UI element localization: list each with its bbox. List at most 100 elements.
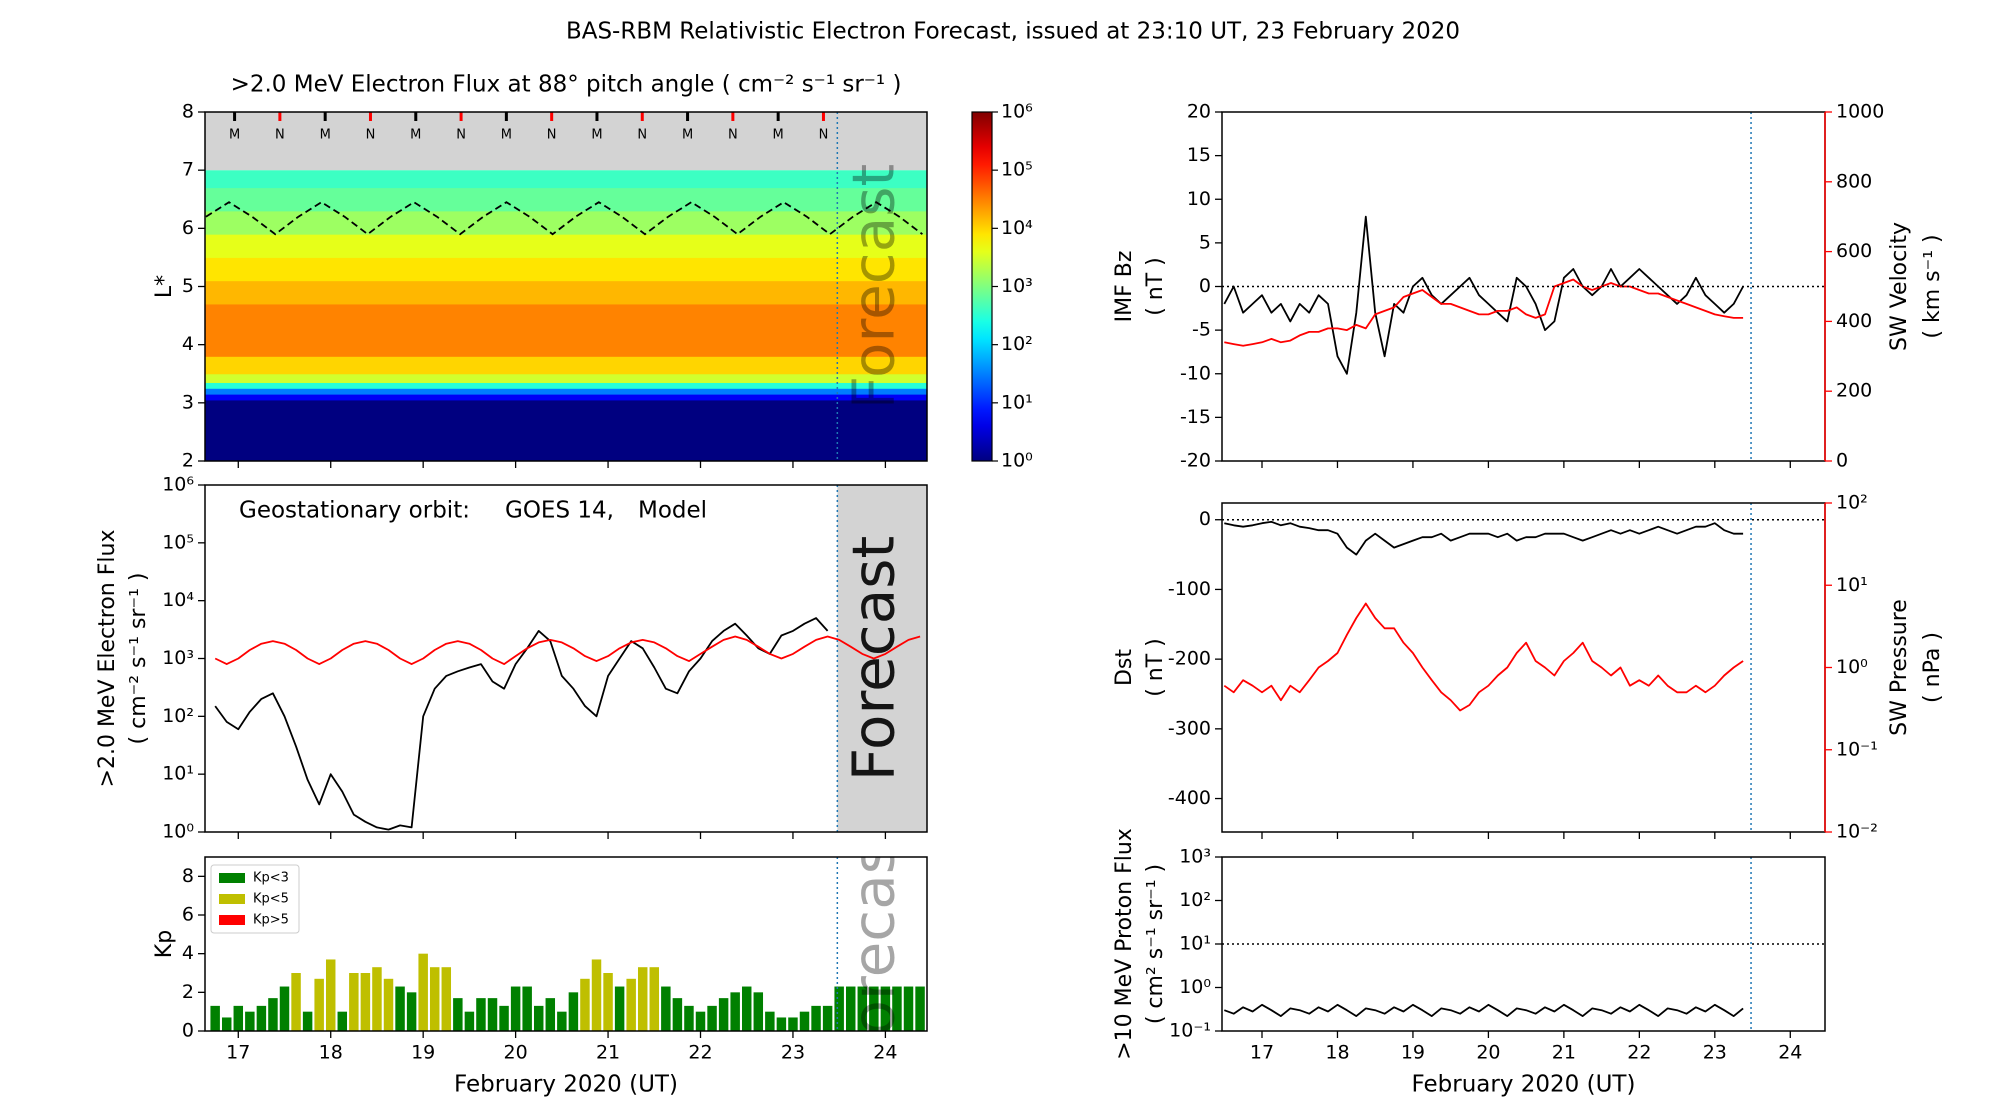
x-tick-label: 22 <box>688 1042 712 1064</box>
y-tick-label: 8 <box>182 865 194 887</box>
forecast-label: Forecast <box>839 164 907 409</box>
heatmap-cell <box>205 170 927 189</box>
y-tick-label: 10 <box>1187 188 1211 210</box>
y-tick-label: -400 <box>1168 787 1211 809</box>
bar <box>915 986 925 1031</box>
bar <box>325 959 336 1031</box>
colorbar-tick-label: 10² <box>1001 333 1033 355</box>
y-tick-label: -100 <box>1168 578 1211 600</box>
colorbar-tick-label: 10⁰ <box>1001 450 1033 472</box>
series-line <box>214 635 921 665</box>
orbit-marker-label: N <box>456 128 466 143</box>
bar <box>661 986 671 1031</box>
bar <box>580 978 590 1031</box>
heatmap-cell <box>205 303 927 328</box>
y-tick-label: 20 <box>1187 101 1211 123</box>
series-line <box>1223 215 1744 375</box>
bar <box>799 1011 810 1031</box>
orbit-marker-label: M <box>410 128 421 143</box>
bar <box>557 1011 567 1031</box>
bar <box>568 992 579 1031</box>
y-tick-label: -5 <box>1192 319 1211 341</box>
y-tick-label: 10⁰ <box>162 821 194 843</box>
colorbar-tick-label: 10⁶ <box>1001 101 1033 123</box>
plot-area: Forecast <box>210 857 925 1031</box>
bar <box>591 959 602 1031</box>
bar <box>707 1005 717 1031</box>
bar <box>672 998 683 1031</box>
bar <box>730 992 740 1031</box>
colorbar-tick-label: 10⁴ <box>1001 217 1033 239</box>
plot-frame <box>204 856 928 1032</box>
y-tick-label: 10¹ <box>1179 933 1211 955</box>
y-tick-label: 2 <box>182 450 194 472</box>
bar <box>614 986 625 1031</box>
y-tick-label: 4 <box>182 942 194 964</box>
x-tick-label: 20 <box>1476 1042 1500 1064</box>
x-tick-label: 21 <box>1552 1042 1576 1064</box>
bar <box>903 986 914 1031</box>
y-tick-label: -300 <box>1168 717 1211 739</box>
y2-tick-label: 10⁻² <box>1836 821 1878 843</box>
bar <box>869 986 879 1031</box>
heatmap-cell <box>205 373 927 383</box>
bar <box>302 1011 313 1031</box>
x-tick-label: 18 <box>1325 1042 1349 1064</box>
bar <box>291 973 301 1031</box>
boundary-line <box>205 201 923 236</box>
figure-title: BAS-RBM Relativistic Electron Forecast, … <box>566 19 1460 45</box>
bar <box>718 998 729 1031</box>
y-axis-label: ( nT ) <box>1143 638 1168 697</box>
y2-tick-label: 10⁻¹ <box>1836 738 1878 760</box>
y-tick-label: 6 <box>182 217 194 239</box>
y2-axis-label: ( nPa ) <box>1920 632 1945 703</box>
bar <box>279 986 290 1031</box>
bar <box>337 1011 348 1031</box>
legend-label: Model <box>638 498 707 524</box>
bar <box>453 998 463 1031</box>
y2-tick-label: 10² <box>1836 492 1868 514</box>
y-tick-label: 10⁻¹ <box>1169 1020 1211 1042</box>
x-tick-label: 24 <box>873 1042 897 1064</box>
forecast-region <box>837 485 927 832</box>
orbit-marker-label: M <box>682 128 693 143</box>
y2-tick-label: 200 <box>1836 380 1872 402</box>
bar <box>822 1005 833 1031</box>
annotation: Geostationary orbit: <box>239 498 470 524</box>
y-axis-label: Dst <box>1112 649 1137 686</box>
y-tick-label: 10² <box>162 705 194 727</box>
x-axis-label: February 2020 (UT) <box>454 1072 678 1098</box>
no-data-region <box>205 112 927 171</box>
bar <box>256 1005 267 1031</box>
bar <box>441 967 452 1031</box>
y-axis-label: >10 MeV Proton Flux <box>1112 828 1137 1060</box>
y2-tick-label: 800 <box>1836 170 1872 192</box>
bar <box>360 973 371 1031</box>
x-tick-label: 23 <box>1703 1042 1727 1064</box>
x-tick-label: 22 <box>1627 1042 1651 1064</box>
x-axis-label: February 2020 (UT) <box>1412 1072 1636 1098</box>
y2-tick-label: 400 <box>1836 310 1872 332</box>
bar <box>268 998 278 1031</box>
bar <box>741 986 752 1031</box>
orbit-marker-label: M <box>773 128 784 143</box>
plot-area <box>1222 503 1825 832</box>
y-tick-label: 6 <box>182 904 194 926</box>
y-tick-label: -20 <box>1180 450 1211 472</box>
bar <box>637 967 648 1031</box>
legend-swatch <box>219 873 245 883</box>
y-tick-label: 10¹ <box>162 763 194 785</box>
y-tick-label: 7 <box>182 159 194 181</box>
bar <box>522 986 532 1031</box>
y-axis-label: Kp <box>152 930 177 958</box>
x-tick-label: 21 <box>596 1042 620 1064</box>
bar <box>626 978 636 1031</box>
x-tick-label: 18 <box>319 1042 343 1064</box>
y-tick-label: 10⁴ <box>162 589 194 611</box>
y-tick-label: 4 <box>182 333 194 355</box>
series-line <box>1224 520 1744 556</box>
plot-area: Forecast <box>214 485 927 832</box>
y2-tick-label: 600 <box>1836 240 1872 262</box>
